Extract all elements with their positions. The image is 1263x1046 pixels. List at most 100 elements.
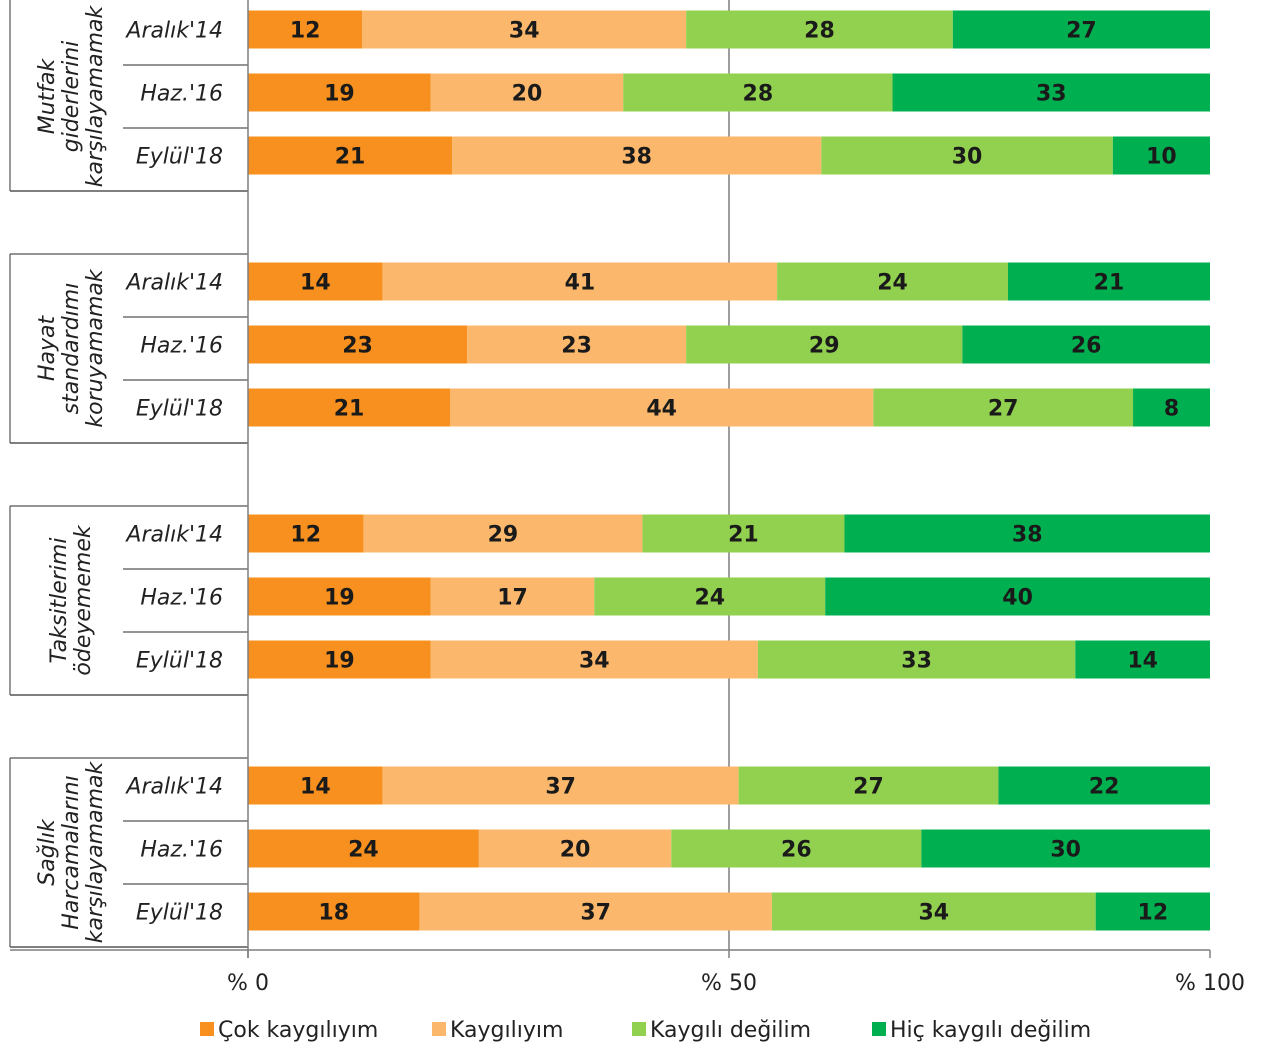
bar-segment <box>998 766 1210 805</box>
bar-value-label: 37 <box>545 775 576 800</box>
legend-swatch <box>632 1022 646 1036</box>
bar-value-label: 23 <box>342 334 373 359</box>
bar-segment <box>1133 388 1210 427</box>
bar-segment <box>248 388 451 427</box>
bar-value-label: 21 <box>728 523 759 548</box>
bar-value-label: 12 <box>1138 901 1169 926</box>
bar-value-label: 41 <box>565 271 596 296</box>
group-label-line: Taksitlerimi <box>47 538 72 664</box>
legend-swatch <box>200 1022 214 1036</box>
bar-value-label: 19 <box>324 82 355 107</box>
bar-segment <box>686 325 963 364</box>
bar-segment <box>594 577 826 616</box>
bar-segment <box>671 829 922 868</box>
bar-segment <box>738 766 999 805</box>
bar-segment <box>1112 136 1210 175</box>
bar-segment <box>430 577 595 616</box>
bar-value-label: 23 <box>561 334 592 359</box>
legend-label: Hiç kaygılı değilim <box>890 1018 1091 1043</box>
bar-segment <box>642 514 845 553</box>
bar-segment <box>248 892 420 931</box>
x-tick-label: % 0 <box>227 971 269 996</box>
group-label-line: Harcamalarını <box>59 775 84 929</box>
bar-value-label: 12 <box>290 523 321 548</box>
bar-segment <box>825 577 1210 616</box>
group-label: SağlıkHarcamalarınıkarşılayamamak <box>35 760 108 943</box>
group-label-line: karşılayamamak <box>83 760 108 943</box>
bar-value-label: 30 <box>1050 838 1081 863</box>
bar-value-label: 27 <box>853 775 884 800</box>
period-label: Eylül'18 <box>136 901 223 926</box>
bar-segment <box>777 262 1008 301</box>
period-label: Eylül'18 <box>136 397 223 422</box>
bar-segment <box>452 136 822 175</box>
bar-value-label: 24 <box>348 838 379 863</box>
bar-value-label: 33 <box>1036 82 1067 107</box>
x-tick-label: % 100 <box>1175 971 1245 996</box>
period-label: Haz.'16 <box>140 334 223 359</box>
bar-segment <box>248 829 479 868</box>
bar-value-label: 20 <box>560 838 591 863</box>
bar-value-label: 20 <box>512 82 543 107</box>
bar-segment <box>757 640 1076 679</box>
bar-segment <box>844 514 1210 553</box>
bar-segment <box>1095 892 1210 931</box>
bar-value-label: 29 <box>809 334 840 359</box>
bar-value-label: 30 <box>952 145 983 170</box>
bar-value-label: 33 <box>901 649 932 674</box>
bar-segment <box>1007 262 1210 301</box>
bar-segment <box>363 514 643 553</box>
bar-value-label: 14 <box>1127 649 1158 674</box>
bar-segment <box>962 325 1210 364</box>
period-label: Aralık'14 <box>124 523 223 548</box>
legend-label: Kaygılı değilim <box>650 1018 811 1043</box>
bar-segment <box>248 262 383 301</box>
legend: Çok kaygılıyım Kaygılıyım Kaygılı değilim H… <box>200 1018 1091 1043</box>
group-label-line: standardımı <box>59 283 84 415</box>
bar-value-label: 22 <box>1089 775 1120 800</box>
bar-value-label: 29 <box>488 523 519 548</box>
group-label-line: koruyamamak <box>83 268 108 428</box>
labels-layer: Mutfakgiderlerinikarşılayamamak Aralık'14… <box>35 4 1245 996</box>
bar-segment <box>1075 640 1210 679</box>
axes-layer <box>9 0 1211 958</box>
bar-value-label: 27 <box>988 397 1019 422</box>
legend-swatch <box>872 1022 886 1036</box>
bar-segment <box>873 388 1134 427</box>
bar-value-label: 37 <box>580 901 611 926</box>
bar-value-label: 21 <box>335 145 366 170</box>
bar-segment <box>248 10 363 49</box>
group-label-line: giderlerini <box>59 41 84 152</box>
bar-value-label: 24 <box>694 586 725 611</box>
bar-value-label: 44 <box>646 397 677 422</box>
group-label: Mutfakgiderlerinikarşılayamamak <box>35 4 108 187</box>
period-label: Aralık'14 <box>124 775 223 800</box>
x-tick-label: % 50 <box>701 971 757 996</box>
bar-value-label: 28 <box>804 19 835 44</box>
group-label: Taksitlerimiödeyememek <box>47 524 96 675</box>
bar-value-label: 38 <box>1012 523 1043 548</box>
bar-segment <box>419 892 772 931</box>
period-label: Eylül'18 <box>136 649 223 674</box>
bar-value-label: 40 <box>1002 586 1033 611</box>
bar-value-label: 18 <box>318 901 349 926</box>
bar-segment <box>248 73 431 112</box>
bar-value-label: 26 <box>1071 334 1102 359</box>
bar-value-label: 21 <box>1094 271 1125 296</box>
bar-value-label: 34 <box>509 19 540 44</box>
bar-segment <box>821 136 1113 175</box>
bar-segment <box>430 73 624 112</box>
bar-value-label: 8 <box>1164 397 1179 422</box>
bar-segment <box>362 10 687 49</box>
period-label: Haz.'16 <box>140 586 223 611</box>
bar-segment <box>248 136 453 175</box>
bar-segment <box>921 829 1210 868</box>
bar-segment <box>450 388 874 427</box>
period-label: Aralık'14 <box>124 19 223 44</box>
bar-value-label: 10 <box>1146 145 1177 170</box>
bar-segment <box>382 766 739 805</box>
bar-segment <box>952 10 1210 49</box>
bar-value-label: 34 <box>579 649 610 674</box>
period-label: Eylül'18 <box>136 145 223 170</box>
